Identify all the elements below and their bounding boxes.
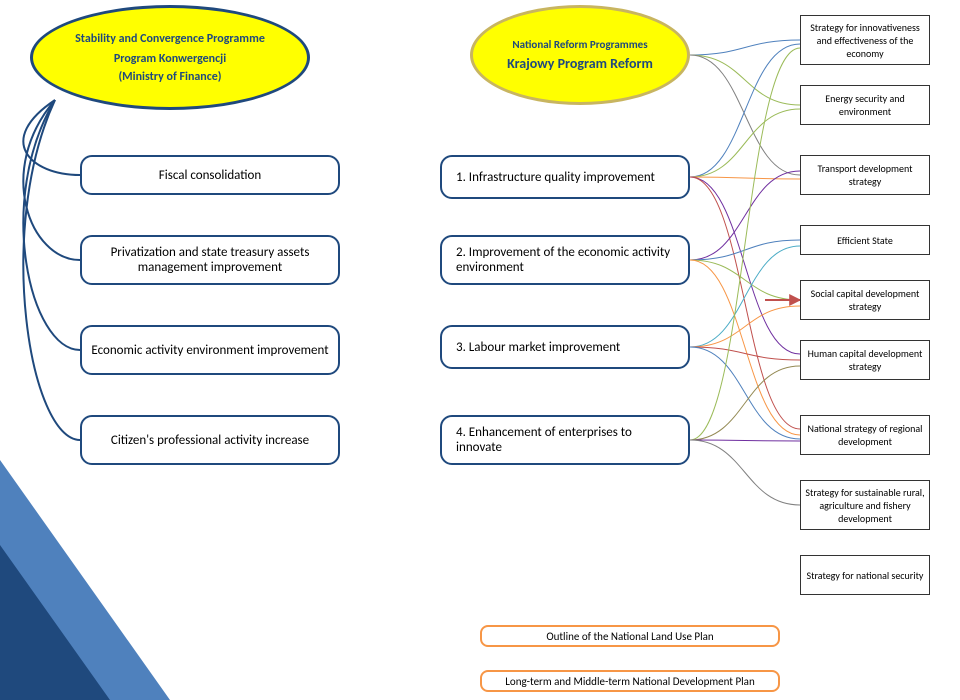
mid-box-0-text: 1. Infrastructure quality improvement bbox=[456, 170, 655, 185]
mid-box-2-text: 3. Labour market improvement bbox=[456, 340, 620, 355]
right-box-0-text: Strategy for innovativeness and effectiv… bbox=[805, 21, 925, 60]
mid-box-innovate: 4. Enhancement of enterprises to innovat… bbox=[440, 415, 690, 465]
left-box-privatization: Privatization and state treasury assets … bbox=[80, 235, 340, 285]
left-box-0-text: Fiscal consolidation bbox=[159, 168, 261, 183]
ellipse-left-line1: Stability and Convergence Programme bbox=[75, 32, 265, 46]
right-box-1-text: Energy security and environment bbox=[805, 92, 925, 118]
right-box-6-text: National strategy of regional developmen… bbox=[805, 422, 925, 448]
left-box-citizen-activity: Citizen's professional activity increase bbox=[80, 415, 340, 465]
bottom-box-land-use: Outline of the National Land Use Plan bbox=[480, 625, 780, 647]
ellipse-left-line2: Program Konwergencji bbox=[114, 52, 226, 66]
ellipse-left-line3: (Ministry of Finance) bbox=[118, 70, 221, 84]
right-box-4-text: Social capital development strategy bbox=[805, 287, 925, 313]
left-box-economic-env: Economic activity environment improvemen… bbox=[80, 325, 340, 375]
mid-box-labour: 3. Labour market improvement bbox=[440, 325, 690, 369]
right-box-regional: National strategy of regional developmen… bbox=[800, 415, 930, 455]
right-box-national-security: Strategy for national security bbox=[800, 555, 930, 595]
right-box-3-text: Efficient State bbox=[837, 234, 893, 247]
right-box-8-text: Strategy for national security bbox=[807, 569, 924, 582]
ellipse-stability-programme: Stability and Convergence Programme Prog… bbox=[30, 5, 310, 110]
right-box-sustainable-rural: Strategy for sustainable rural, agricult… bbox=[800, 480, 930, 530]
right-box-human-capital: Human capital development strategy bbox=[800, 340, 930, 380]
ellipse-reform-programme: National Reform Programmes Krajowy Progr… bbox=[470, 5, 690, 105]
right-box-transport: Transport development strategy bbox=[800, 155, 930, 195]
right-box-efficient-state: Efficient State bbox=[800, 225, 930, 255]
left-box-3-text: Citizen's professional activity increase bbox=[111, 433, 309, 448]
right-box-7-text: Strategy for sustainable rural, agricult… bbox=[805, 486, 925, 525]
bottom-box-0-text: Outline of the National Land Use Plan bbox=[546, 630, 713, 643]
left-box-2-text: Economic activity environment improvemen… bbox=[91, 343, 328, 358]
mid-box-3-text: 4. Enhancement of enterprises to innovat… bbox=[456, 425, 680, 455]
left-box-fiscal: Fiscal consolidation bbox=[80, 155, 340, 195]
right-box-5-text: Human capital development strategy bbox=[805, 347, 925, 373]
mid-box-infrastructure: 1. Infrastructure quality improvement bbox=[440, 155, 690, 199]
bottom-box-dev-plan: Long-term and Middle-term National Devel… bbox=[480, 670, 780, 692]
right-box-energy: Energy security and environment bbox=[800, 85, 930, 125]
ellipse-right-line2: Krajowy Program Reform bbox=[507, 55, 653, 72]
left-box-1-text: Privatization and state treasury assets … bbox=[90, 245, 330, 275]
mid-box-1-text: 2. Improvement of the economic activity … bbox=[456, 245, 680, 275]
right-box-innovativeness: Strategy for innovativeness and effectiv… bbox=[800, 15, 930, 65]
mid-box-economic-improvement: 2. Improvement of the economic activity … bbox=[440, 235, 690, 285]
right-box-social-capital: Social capital development strategy bbox=[800, 280, 930, 320]
bottom-box-1-text: Long-term and Middle-term National Devel… bbox=[505, 675, 754, 688]
ellipse-right-line1: National Reform Programmes bbox=[512, 38, 647, 51]
right-box-2-text: Transport development strategy bbox=[805, 162, 925, 188]
